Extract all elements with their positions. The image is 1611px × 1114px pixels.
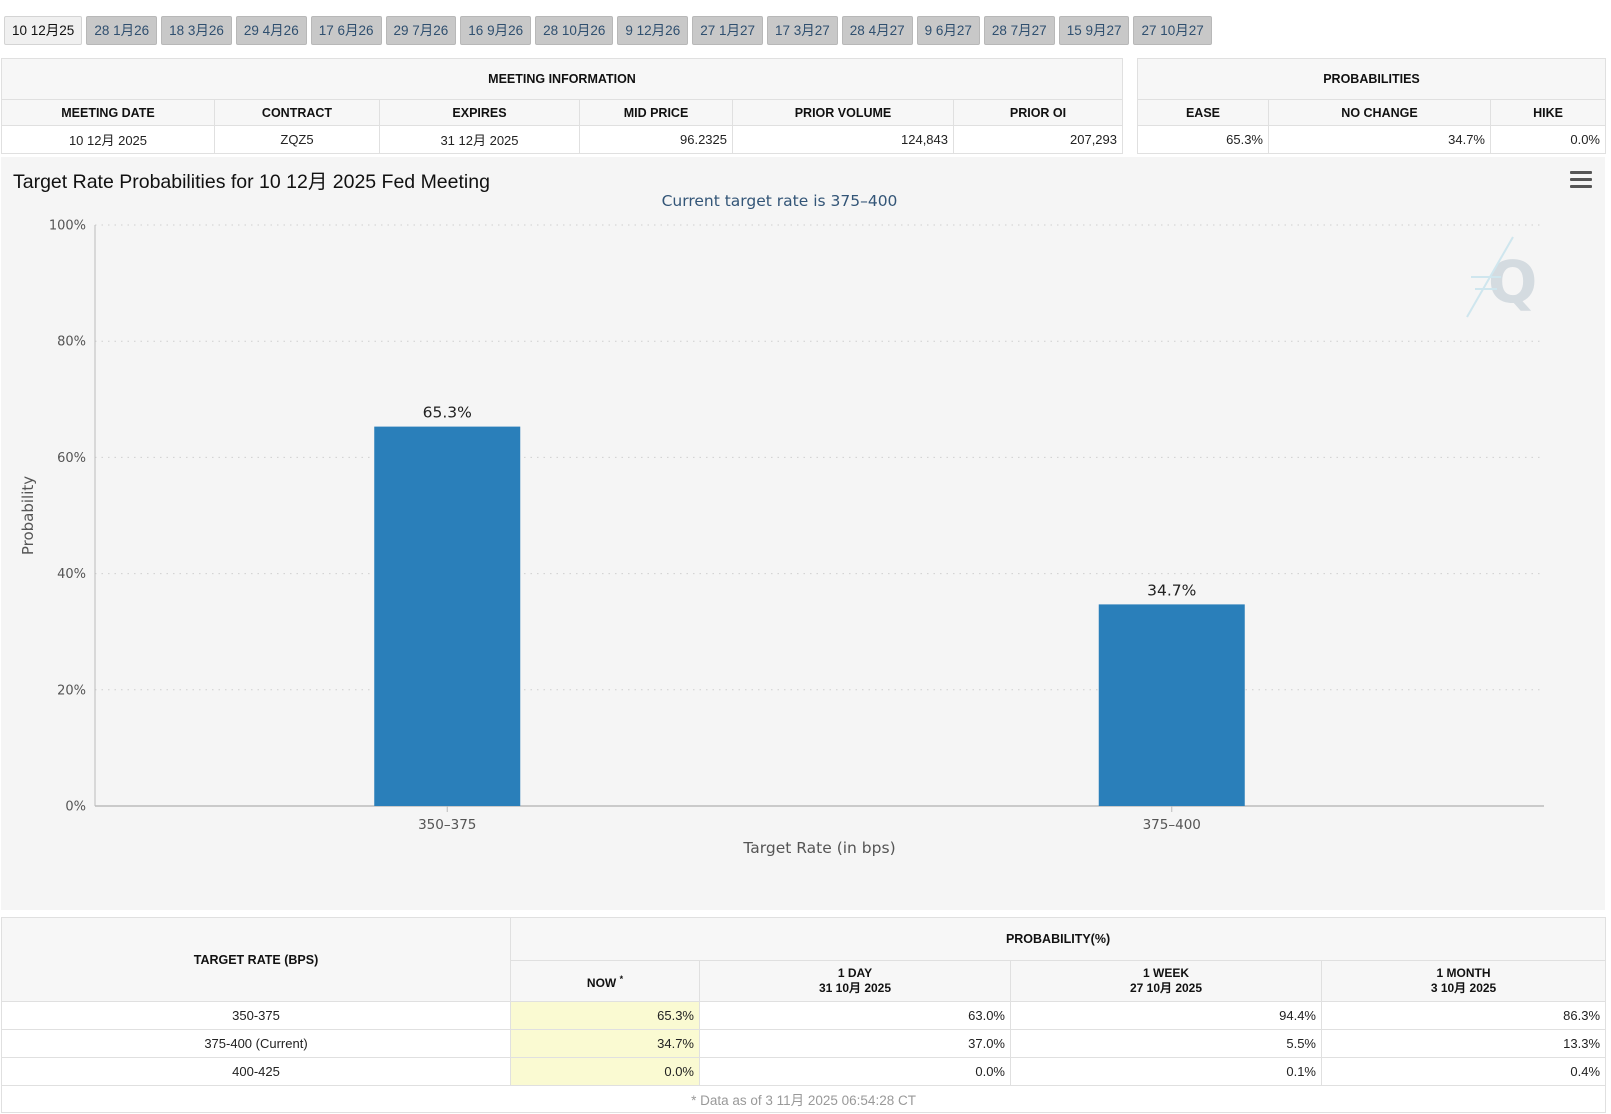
meeting-tab[interactable]: 27 1月27 xyxy=(692,16,763,45)
chart-panel: Target Rate Probabilities for 10 12月 202… xyxy=(1,157,1605,910)
bar-chart: Current target rate is 375–400 Q 0% 20% 40% 6… xyxy=(19,192,1544,857)
probability-cell: 0.0% xyxy=(699,1057,1011,1086)
bar xyxy=(1098,604,1245,806)
probability-cell: 63.0% xyxy=(699,1001,1011,1030)
chart-title: Target Rate Probabilities for 10 12月 202… xyxy=(13,171,490,193)
col-ease: EASE xyxy=(1137,99,1269,126)
table-row: 375-400 (Current) 34.7% 37.0% 5.5% 13.3% xyxy=(1,1029,1607,1058)
bar xyxy=(374,426,521,806)
col-contract: CONTRACT xyxy=(214,99,380,126)
meeting-tab[interactable]: 16 9月26 xyxy=(460,16,532,45)
y-tick-label: 0% xyxy=(65,800,86,815)
bar-value-label: 34.7% xyxy=(1147,581,1196,599)
bar-value-label: 65.3% xyxy=(423,404,472,422)
hike-value: 0.0% xyxy=(1490,125,1606,154)
meeting-tab[interactable]: 15 9月27 xyxy=(1058,16,1130,45)
y-tick-label: 40% xyxy=(57,567,86,582)
probability-cell: 65.3% xyxy=(510,1001,700,1030)
y-tick-label: 100% xyxy=(49,219,86,234)
meeting-tab[interactable]: 10 12月25 xyxy=(4,16,83,45)
meeting-tab[interactable]: 9 6月27 xyxy=(916,16,980,45)
prior-volume-value: 124,843 xyxy=(732,125,954,154)
x-tick-label: 375–400 xyxy=(1143,817,1201,833)
probability-cell: 86.3% xyxy=(1320,1001,1607,1030)
col-probability-group: PROBABILITY(%) xyxy=(509,917,1607,961)
meeting-tab[interactable]: 29 4月26 xyxy=(235,16,307,45)
y-tick-label: 80% xyxy=(57,335,86,350)
probability-cell: 94.4% xyxy=(1010,1001,1322,1030)
meeting-tab[interactable]: 18 3月26 xyxy=(161,16,232,45)
meeting-tab[interactable]: 17 6月26 xyxy=(310,16,382,45)
probabilities-heading: PROBABILITIES xyxy=(1137,58,1606,100)
meeting-tab[interactable]: 9 12月26 xyxy=(617,16,689,45)
col-1-month: 1 MONTH 3 10月 2025 xyxy=(1320,960,1607,1002)
probability-cell: 5.5% xyxy=(1010,1029,1322,1058)
meeting-tab[interactable]: 27 10月27 xyxy=(1133,16,1212,45)
contract-value: ZQZ5 xyxy=(214,125,380,154)
y-tick-label: 60% xyxy=(57,451,86,466)
y-axis-title: Probability xyxy=(19,476,37,555)
target-rate-cell: 400-425 xyxy=(1,1057,511,1086)
col-no-change: NO CHANGE xyxy=(1268,99,1491,126)
probability-cell: 0.0% xyxy=(510,1057,700,1086)
meeting-info-table: MEETING INFORMATION MEETING DATE CONTRAC… xyxy=(1,58,1123,154)
x-tick-label: 350–375 xyxy=(418,817,476,833)
no-change-value: 34.7% xyxy=(1268,125,1491,154)
col-expires: EXPIRES xyxy=(379,99,580,126)
table-row: 400-425 0.0% 0.0% 0.1% 0.4% xyxy=(1,1057,1607,1086)
y-tick-label: 20% xyxy=(57,683,86,698)
col-now: NOW * xyxy=(510,960,700,1002)
svg-text:Q: Q xyxy=(1488,248,1537,316)
watermark-logo: Q xyxy=(1466,236,1537,318)
meeting-tabs: 10 12月25 28 1月26 18 3月26 29 4月26 17 6月26 29 7… xyxy=(4,16,1212,45)
target-rate-cell: 350-375 xyxy=(1,1001,511,1030)
col-hike: HIKE xyxy=(1490,99,1606,126)
data-timestamp-note: * Data as of 3 11月 2025 06:54:28 CT xyxy=(0,1085,1607,1113)
probability-cell: 34.7% xyxy=(510,1029,700,1058)
col-1-week: 1 WEEK 27 10月 2025 xyxy=(1010,960,1322,1002)
prior-oi-value: 207,293 xyxy=(953,125,1123,154)
col-mid-price: MID PRICE xyxy=(579,99,733,126)
expires-value: 31 12月 2025 xyxy=(379,125,580,154)
target-rate-cell: 375-400 (Current) xyxy=(1,1029,511,1058)
probability-cell: 37.0% xyxy=(699,1029,1011,1058)
col-prior-oi: PRIOR OI xyxy=(953,99,1123,126)
meeting-tab[interactable]: 28 7月27 xyxy=(983,16,1055,45)
col-meeting-date: MEETING DATE xyxy=(1,99,215,126)
col-prior-volume: PRIOR VOLUME xyxy=(732,99,954,126)
chart-menu-icon[interactable] xyxy=(1570,171,1592,191)
meeting-tab[interactable]: 28 4月27 xyxy=(841,16,913,45)
target-rate-table: TARGET RATE (BPS) PROBABILITY(%) NOW * 1… xyxy=(0,917,1607,1113)
col-1-day: 1 DAY 31 10月 2025 xyxy=(699,960,1011,1002)
probability-cell: 0.1% xyxy=(1010,1057,1322,1086)
chart-subtitle: Current target rate is 375–400 xyxy=(662,192,898,210)
meeting-tab[interactable]: 28 1月26 xyxy=(86,16,158,45)
meeting-info-heading: MEETING INFORMATION xyxy=(1,58,1123,100)
ease-value: 65.3% xyxy=(1137,125,1269,154)
mid-price-value: 96.2325 xyxy=(579,125,733,154)
table-row: 350-375 65.3% 63.0% 94.4% 86.3% xyxy=(1,1001,1607,1030)
probability-cell: 0.4% xyxy=(1320,1057,1607,1086)
probability-cell: 13.3% xyxy=(1320,1029,1607,1058)
meeting-date-value: 10 12月 2025 xyxy=(1,125,215,154)
probabilities-table: PROBABILITIES EASE NO CHANGE HIKE 65.3% … xyxy=(1137,58,1606,154)
x-axis-title: Target Rate (in bps) xyxy=(742,839,895,857)
col-target-rate: TARGET RATE (BPS) xyxy=(1,917,511,1002)
meeting-tab[interactable]: 17 3月27 xyxy=(767,16,838,45)
meeting-tab[interactable]: 28 10月26 xyxy=(535,16,614,45)
meeting-tab[interactable]: 29 7月26 xyxy=(385,16,457,45)
